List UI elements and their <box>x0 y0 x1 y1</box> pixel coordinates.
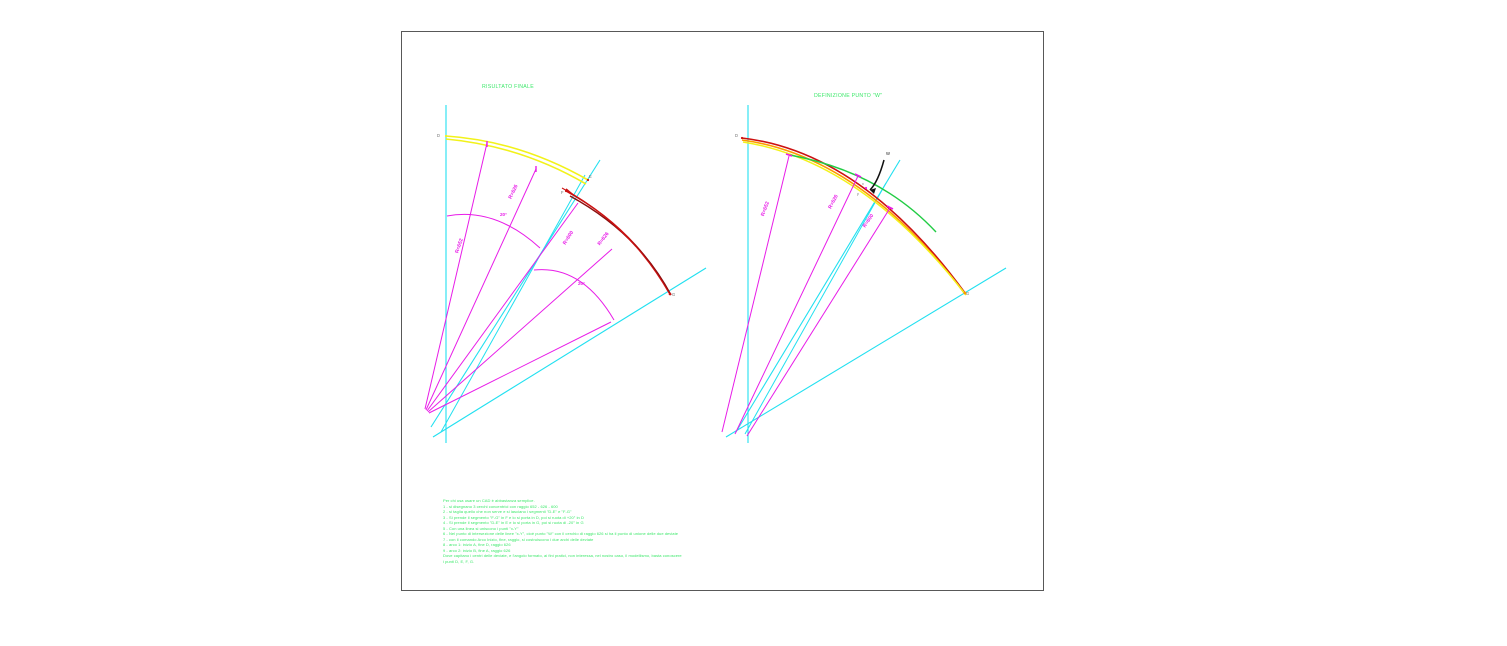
note-line: 9 - arco 2: inizio B, fine A, raggio 626 <box>443 547 511 553</box>
right-panel-geometry <box>721 105 1007 443</box>
note-line: 3 - Si prende il segmento "F-G" in F e l… <box>443 514 584 520</box>
point-dot-G-left <box>668 292 672 296</box>
note-line: 8 - arco 1: inizio A, fine D, raggio 626 <box>443 542 511 548</box>
radial-right-1 <box>721 155 790 433</box>
tick-right-c <box>886 205 894 210</box>
arc-yellow-inner-left <box>445 138 587 185</box>
axis-oblique2-left <box>440 174 586 433</box>
left-panel-title: RISULTATO FINALE <box>482 84 534 90</box>
point-dot-D-right <box>740 136 744 140</box>
axis-oblique-left <box>430 159 601 428</box>
point-label-D-left: D <box>437 133 440 138</box>
angle-arc-left-upper <box>446 213 541 249</box>
note-line: 7 - con il comando Arco Inizio, fine, ra… <box>443 536 594 542</box>
point-dot-E-left <box>586 178 590 182</box>
note-line: 2 - si taglia quello che non serve e si … <box>443 509 572 515</box>
note-line: 4 - Si prende il segmento "D-E" in E e l… <box>443 520 584 526</box>
note-line: 6 - Nel punto di intersezione delle line… <box>443 531 679 537</box>
point-label-F-left: F <box>561 190 564 195</box>
radial-right-2 <box>734 175 859 435</box>
cad-canvas <box>401 31 1044 591</box>
axis-radial-lower-left-panel <box>432 267 707 438</box>
point-dot-G-right <box>963 291 967 295</box>
axis-oblique2-right <box>744 182 887 435</box>
note-line: 1 - si disegnano 3 cerchi concentrici co… <box>443 503 558 509</box>
angle-arc-left-lower <box>533 269 615 321</box>
note-line: Per chi usa usare un CAD è abbastanza se… <box>443 498 535 503</box>
point-label-G-right: G <box>966 291 970 296</box>
left-panel-geometry <box>424 105 707 443</box>
point-label-E-left: E <box>589 174 592 179</box>
angle-label-lower-left: 20° <box>578 281 585 286</box>
radial-left-5 <box>428 321 612 414</box>
arc-yellow-right <box>742 141 967 296</box>
arc-red-third-left <box>561 187 670 294</box>
callout-leader-W <box>869 159 885 191</box>
arc-yellow-outer-left <box>445 135 589 181</box>
point-label-G-left: G <box>672 292 676 297</box>
point-dot-D-left <box>444 134 448 138</box>
note-line: Dove capitano i centri delle deviate, e … <box>443 553 682 559</box>
callout-arrow-W <box>870 188 876 194</box>
note-line: 5 - Con una linea si uniscono i punti "x… <box>443 525 519 531</box>
point-dot-F-left <box>564 189 568 193</box>
tick-right-a <box>785 153 793 157</box>
radial-left-4 <box>427 248 613 413</box>
point-dot-W <box>864 186 868 190</box>
radial-left-3 <box>426 202 579 412</box>
tick-left-c <box>565 188 573 195</box>
arc-red-inner-left <box>569 195 672 296</box>
intersection-label-y: y <box>857 192 859 196</box>
radial-left-1 <box>424 142 488 410</box>
arc-red-outer-left <box>565 190 671 295</box>
arc-red-right <box>741 137 966 294</box>
note-line: i punti D, E, F, G. <box>443 559 475 565</box>
callout-label-W: W <box>886 151 890 156</box>
radial-right-3 <box>746 207 891 437</box>
axis-radial-lower-right-panel <box>725 267 1007 438</box>
angle-label-upper-left: 20° <box>500 212 507 217</box>
right-panel-title: DEFINIZIONE PUNTO "W" <box>814 93 883 99</box>
arc-orange-right <box>741 139 966 295</box>
radial-left-2 <box>425 168 537 411</box>
arc-green-right <box>789 154 937 233</box>
notes-block: Per chi usa usare un CAD è abbastanza se… <box>443 498 773 565</box>
axis-oblique-right <box>735 159 901 433</box>
intersection-label-x: x <box>862 182 864 186</box>
point-label-D-right: D <box>735 133 738 138</box>
tick-right-b <box>854 173 862 178</box>
